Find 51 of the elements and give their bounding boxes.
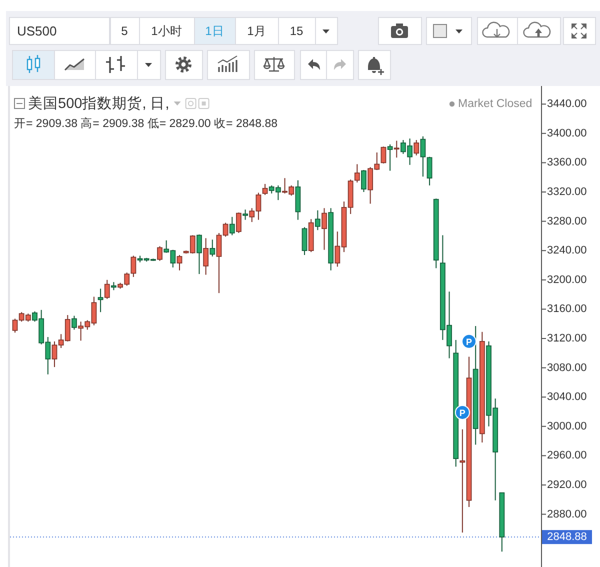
y-tick-label: 2880.00	[547, 508, 587, 520]
y-tick-label: 3080.00	[547, 362, 587, 374]
text: 15	[290, 24, 304, 38]
y-tick-label: 3400.00	[547, 127, 587, 140]
candlestick	[387, 144, 393, 172]
y-tick-label: 3040.00	[547, 391, 587, 404]
text: 美国500指数期货, 日,	[28, 95, 170, 112]
candlestick	[176, 254, 182, 271]
candlestick	[210, 239, 216, 257]
y-tick-label: 3360.00	[547, 156, 587, 169]
y-tick-label: 3320.00	[547, 186, 587, 198]
annotation: P	[466, 336, 472, 347]
candlestick	[361, 170, 366, 193]
y-tick-label: 3240.00	[547, 244, 587, 257]
text: 1日	[205, 24, 224, 38]
annotation: Market Closed	[458, 98, 532, 110]
candlestick	[104, 279, 110, 300]
y-tick-label: 3200.00	[547, 274, 587, 286]
candlestick	[196, 234, 202, 275]
annotation: P	[459, 408, 466, 418]
candlestick	[236, 212, 242, 234]
candlestick	[242, 209, 248, 220]
y-tick-label: 3160.00	[547, 303, 587, 316]
text: 1月	[247, 24, 266, 38]
text: 1小时	[151, 24, 182, 38]
ref-line-label: 2848.88	[547, 531, 587, 544]
candlestick	[420, 136, 426, 178]
candlestick	[394, 140, 400, 158]
candlestick	[130, 255, 136, 278]
candlestick	[157, 246, 162, 262]
y-tick-label: 3440.00	[547, 98, 587, 110]
candlestick	[414, 140, 420, 156]
candlestick	[72, 315, 77, 330]
y-tick-label: 3120.00	[547, 332, 587, 344]
candlestick	[380, 146, 386, 164]
y-tick-label: 3280.00	[547, 215, 587, 228]
candlestick	[314, 210, 320, 231]
candlestick	[98, 288, 104, 313]
candlestick	[203, 238, 209, 276]
y-tick-label: 2960.00	[547, 450, 587, 462]
candlestick	[426, 156, 432, 186]
candlestick	[322, 208, 327, 250]
text: US500	[17, 24, 57, 38]
y-tick-label: 2920.00	[547, 478, 587, 491]
candlestick	[229, 216, 235, 236]
candlestick	[354, 164, 360, 183]
y-tick-label: 3000.00	[547, 420, 587, 432]
text: 5	[121, 24, 128, 38]
candlestick	[302, 226, 308, 256]
candlestick	[262, 183, 268, 196]
text: 开= 2909.38 高= 2909.38 低= 2829.00 收= 2848.88	[14, 116, 278, 130]
